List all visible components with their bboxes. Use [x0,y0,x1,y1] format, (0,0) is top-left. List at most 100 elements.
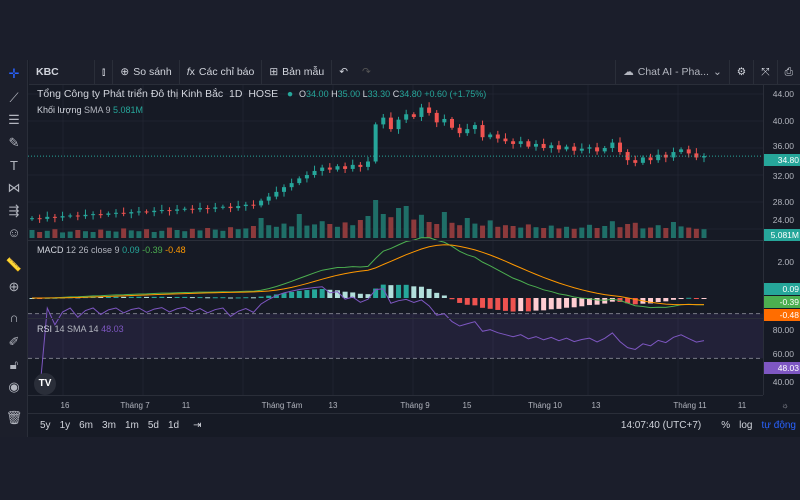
candle-body [587,147,592,149]
candle-body [419,107,424,117]
trash-icon[interactable]: 🗑︎ [5,410,23,425]
candle-body [388,117,393,130]
candle-body [83,214,88,217]
candle-body [259,200,264,206]
candle-body [114,212,118,214]
volume-bar [159,230,165,238]
candle-body [159,210,164,212]
volume-bar [670,222,676,238]
range-5y[interactable]: 5y [40,420,51,431]
volume-bar [579,227,585,238]
fib-icon[interactable]: ☰ [8,112,20,127]
chart-canvas[interactable] [28,85,763,395]
clock: 14:07:40 (UTC+7) [620,420,702,431]
axis-label: 60.00 [772,349,794,359]
chat-ai-dropdown[interactable]: ☁ Chat AI - Pha... ⌄ [615,60,730,84]
eye-icon[interactable]: ◉ [8,379,20,394]
tradingview-logo[interactable]: TV [34,373,56,395]
brush-icon[interactable]: ✎ [8,135,20,150]
trend-line-icon[interactable]: ⟋ [9,90,19,105]
rsi-value: 48.03 [101,324,124,334]
volume-bar [548,225,554,238]
volume-bar [571,228,577,238]
volume-bar [182,231,188,238]
volume-bar [518,227,524,238]
crosshair-icon[interactable]: ✛ [8,66,20,81]
log-toggle[interactable]: log [739,420,753,431]
chart-app: ✛ ⟋ ☰ ✎ T ⋈ ⇶ ☺ 📏 ⊕ ∩ ✐ 🔓︎ ◉ 🗑︎ KBC ⫾ ⊕ S… [0,60,800,437]
plus-circle-icon: ⊕ [120,66,130,78]
ruler-icon[interactable]: 📏 [5,257,23,272]
rsi-tag: 48.03 [764,362,800,374]
lock-icon[interactable]: 🔓︎ [9,357,19,372]
range-3m[interactable]: 3m [102,420,116,431]
volume-bar [174,230,180,238]
fullscreen-button[interactable]: ⤧ [754,60,778,84]
undo-button[interactable]: ↶ [332,60,355,84]
text-icon[interactable]: T [10,158,18,173]
percent-toggle[interactable]: % [721,420,731,431]
candle-body [556,145,561,150]
range-6m[interactable]: 6m [79,420,94,431]
time-axis[interactable]: 16 Tháng 7 11 Tháng Tám 13 Tháng 9 15 Th… [28,395,789,413]
macd-histogram-bar [296,290,302,298]
candle-body [549,145,554,148]
pattern-icon[interactable]: ⋈ [7,180,21,195]
lock-drawing-icon[interactable]: ✐ [8,334,20,349]
volume-bar [541,228,547,238]
volume-label: Khối lượng [37,105,82,115]
macd-histogram-bar [464,298,470,305]
rsi-params: 14 SMA 14 [54,324,99,334]
range-5d[interactable]: 5d [147,420,159,431]
volume-bar [121,228,127,238]
macd-histogram-bar [388,285,394,298]
volume-bar [457,225,463,238]
candle-body [396,119,401,130]
volume-bar [90,232,96,238]
candle-body [198,208,202,210]
redo-button[interactable]: ↷ [355,60,378,84]
macd-histogram-bar [678,298,684,299]
range-1y[interactable]: 1y [59,420,71,431]
templates-button[interactable]: ⊞ Bản mẫu [262,60,333,84]
price-axis[interactable]: 44.00 40.00 36.00 32.00 28.00 24.00 2.00… [763,85,800,395]
macd-histogram-bar [625,298,631,304]
range-1m[interactable]: 1m [124,420,139,431]
candle-body [472,125,477,130]
candle-body [167,210,172,212]
chart-type-button[interactable]: ⫾ [95,60,114,84]
zoom-in-icon[interactable]: ⊕ [8,279,20,294]
h-label: H [331,89,338,99]
symbol-search[interactable]: KBC [29,60,95,84]
macd-histogram-bar [472,298,478,306]
volume-bar [418,214,424,238]
macd-histogram-bar [220,297,226,299]
volume-bar [281,223,287,238]
macd-histogram-bar [334,290,340,298]
low-value: 33.30 [367,89,391,99]
candle-body [633,160,638,163]
axis-settings-icon[interactable]: ☼ [781,401,789,410]
macd-histogram-bar [480,298,486,308]
indicators-button[interactable]: fx Các chỉ báo [180,60,263,84]
emoji-icon[interactable]: ☺ [7,225,21,240]
macd-histogram-bar [556,298,562,309]
range-1d[interactable]: 1d [167,420,180,431]
candle-body [274,191,279,197]
macd-histogram-bar [151,296,157,298]
magnet-icon[interactable]: ∩ [9,310,19,325]
prediction-icon[interactable]: ⇶ [8,203,20,218]
candle-body [488,134,493,138]
auto-toggle[interactable]: tự động [761,420,797,431]
screenshot-button[interactable]: ⎙ [778,60,800,84]
undo-icon: ↶ [339,66,348,78]
settings-button[interactable]: ⚙ [730,60,755,84]
axis-label: 36.00 [772,141,794,151]
macd-histogram-bar [312,289,318,298]
volume-bar [37,232,43,238]
candle-body [289,183,294,188]
goto-date-icon[interactable]: ⇥ [193,420,202,431]
macd-histogram-bar [548,298,554,310]
compare-button[interactable]: ⊕ So sánh [113,60,180,84]
candle-body [404,114,409,120]
